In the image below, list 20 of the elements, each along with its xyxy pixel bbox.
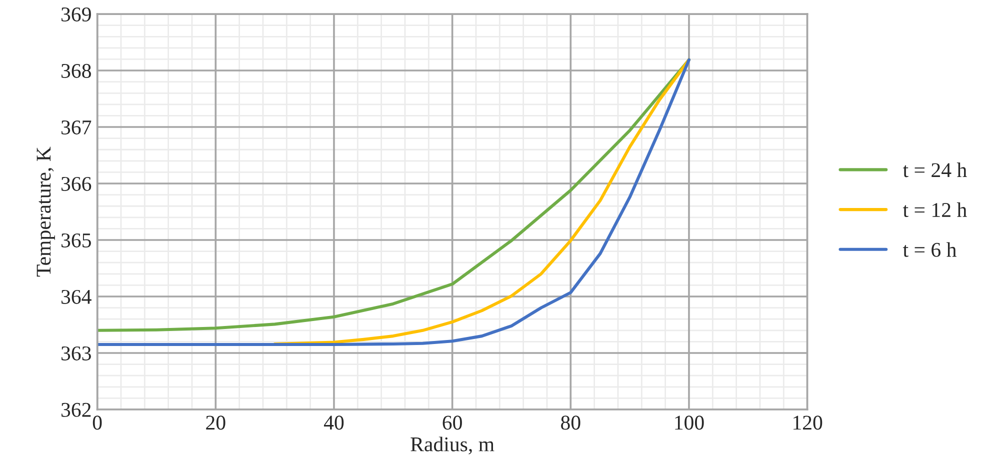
y-axis-title: Temperature, K bbox=[36, 146, 55, 277]
legend-label: t = 6 h bbox=[902, 242, 956, 257]
y-tick-label: 369 bbox=[62, 7, 91, 22]
y-tick-label: 367 bbox=[62, 120, 92, 134]
x-tick-label: 20 bbox=[206, 416, 226, 430]
x-tick-label: 120 bbox=[794, 416, 822, 430]
y-tick-label: 364 bbox=[62, 290, 92, 304]
y-tick-label: 365 bbox=[62, 233, 91, 248]
x-tick-label: 0 bbox=[92, 416, 102, 430]
x-tick-label: 80 bbox=[561, 416, 580, 430]
y-tick-label: 363 bbox=[62, 346, 91, 360]
y-tick-label: 368 bbox=[62, 64, 91, 78]
x-tick-label: 60 bbox=[442, 416, 462, 430]
y-tick-label: 362 bbox=[62, 402, 91, 417]
legend-label: t = 12 h bbox=[902, 202, 967, 218]
y-tick-label: 366 bbox=[62, 176, 92, 191]
x-tick-label: 40 bbox=[324, 416, 344, 430]
x-axis-title: Radius, m bbox=[410, 436, 494, 454]
legend-label: t = 24 h bbox=[902, 162, 967, 178]
x-tick-label: 100 bbox=[675, 416, 704, 430]
